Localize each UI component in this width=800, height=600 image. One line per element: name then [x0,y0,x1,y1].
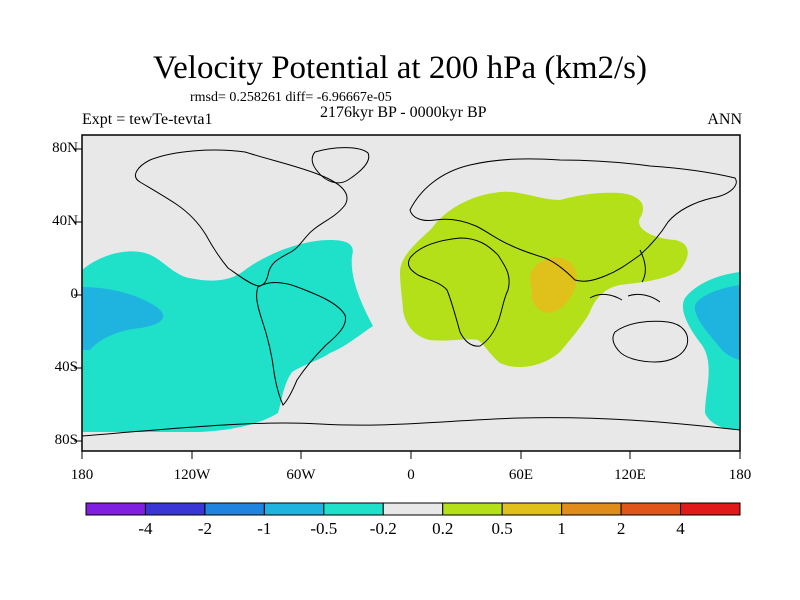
x-tick-label: 180 [728,467,752,483]
colorbar-label: 0.2 [432,519,454,538]
x-tick-label: 180 [70,467,94,483]
colorbar-box [204,502,265,516]
x-tick-label: 60E [508,467,534,483]
colorbar-label: 0.5 [491,519,513,538]
colorbar-box [85,502,146,516]
colorbar-label: 1 [557,519,566,538]
colorbar-box [323,502,384,516]
season-label: ANN [707,111,742,128]
colorbar-box [501,502,563,516]
y-tick-label: 0 [70,286,79,302]
period-subtitle: 2176kyr BP - 0000kyr BP [320,104,487,121]
y-tick-label: 40N [52,213,78,229]
colorbar-label: 2 [616,519,626,538]
west-pacific-core-region [694,285,740,360]
eurasia-outline [409,158,737,282]
y-tick-label: 80N [52,140,78,156]
x-tick-label: 60W [286,467,316,483]
colorbar-label: -4 [138,519,153,538]
australia-outline [612,320,689,363]
colorbar-box [561,502,622,516]
colorbar-box [144,502,206,516]
x-tick-label: 120E [614,467,646,483]
pacific-core-region [82,287,164,350]
colorbar-box [382,502,444,516]
stats-subtitle: rmsd= 0.258261 diff= -6.96667e-05 [190,90,392,105]
maritime-continent-outline [589,249,661,303]
colorbar [85,502,741,516]
coastlines [81,147,741,437]
experiment-label: Expt = tewTe-tevta1 [82,111,213,128]
antarctica-outline [81,417,741,437]
north-america-outline [135,149,348,287]
africa-outline [407,237,510,347]
x-axis-ticks [81,451,741,459]
colorbar-label: -1 [257,519,272,538]
y-tick-label: 40S [54,359,78,375]
south-america-outline [256,282,347,406]
colorbar-box [263,502,325,516]
colorbar-label: -0.5 [310,519,338,538]
colorbar-box [442,502,503,516]
x-tick-label: 0 [407,467,415,483]
colorbar-label: 4 [676,519,685,538]
plot-title: Velocity Potential at 200 hPa (km2/s) [152,50,648,86]
colorbar-box [680,502,741,516]
colorbar-label: -0.2 [369,519,397,538]
greenland-outline [311,147,370,184]
y-tick-label: 80S [54,432,78,448]
y-axis-ticks [74,148,82,442]
colorbar-label: -2 [197,519,212,538]
x-tick-label: 120W [173,467,211,483]
colorbar-box [620,502,682,516]
